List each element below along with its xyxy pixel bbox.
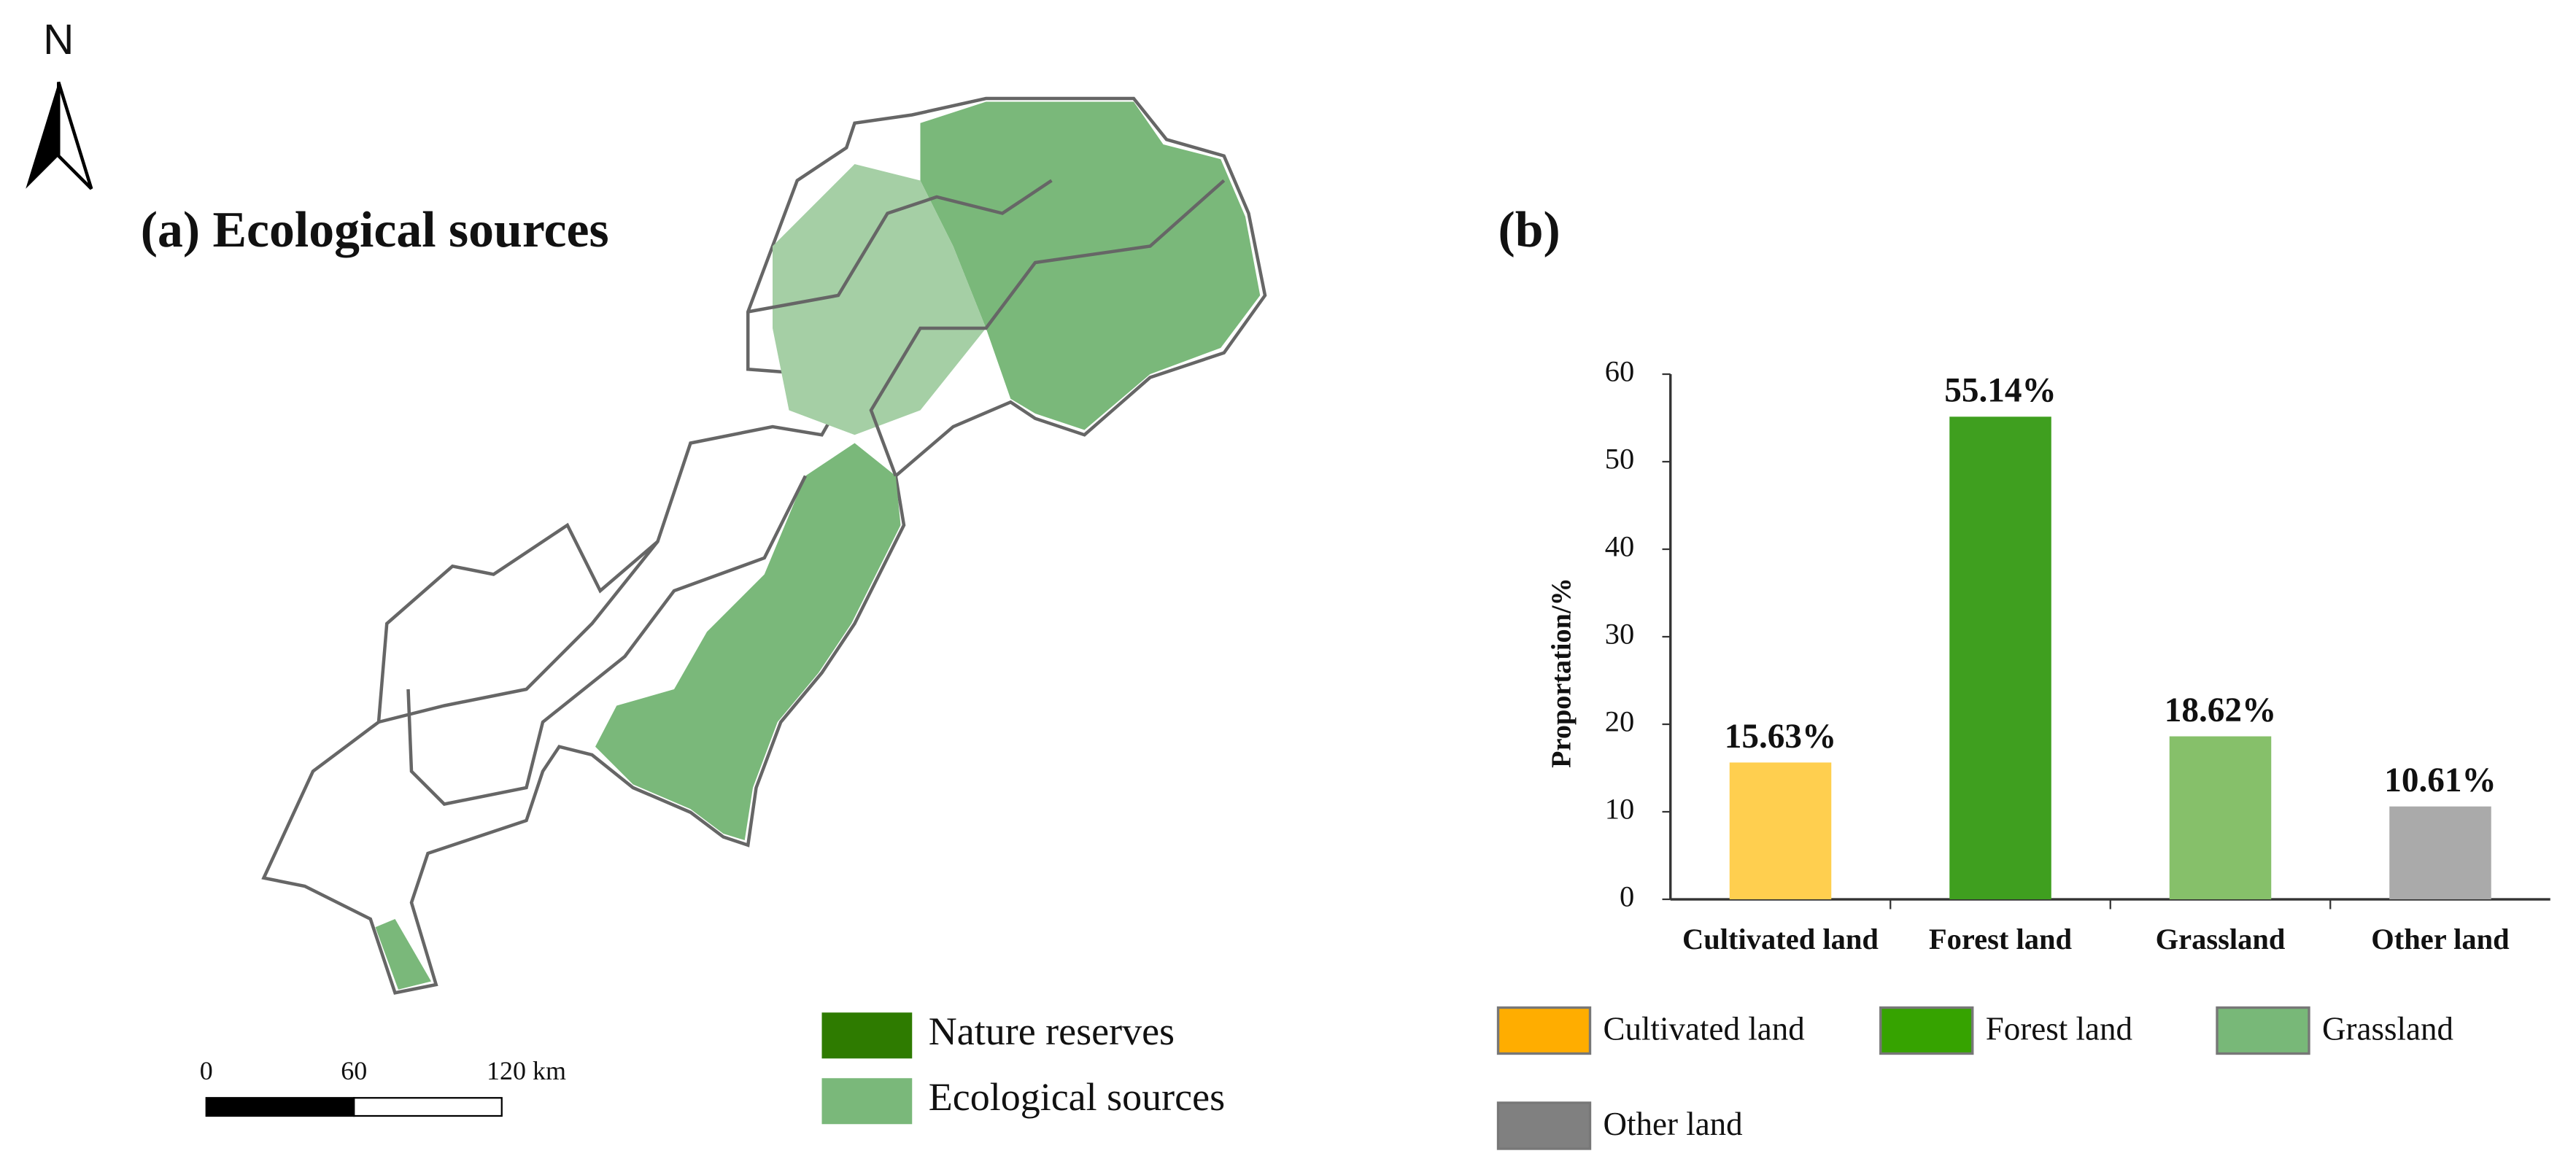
y-tick-label: 50 [1605, 442, 1635, 475]
y-tick-label: 20 [1605, 705, 1635, 737]
bar [2389, 806, 2491, 899]
y-tick-label: 60 [1605, 354, 1635, 387]
x-tick-label: Other land [2371, 923, 2510, 955]
legend-swatch [1879, 1006, 1974, 1055]
map-legend: Nature reserves Ecological sources [821, 1009, 1225, 1125]
legend-swatch [1496, 1101, 1592, 1150]
north-label: N [43, 16, 74, 63]
legend-label: Forest land [1986, 1011, 2132, 1047]
ecological-source-area [920, 101, 1261, 430]
district-boundary [747, 179, 1053, 314]
value-label: 15.63% [1725, 718, 1837, 756]
legend-label: Grassland [2322, 1011, 2453, 1047]
ecological-source-area [375, 919, 431, 990]
x-tick-label: Grassland [2156, 923, 2286, 955]
ecological-source-area [595, 443, 901, 840]
y-tick-label: 10 [1605, 792, 1635, 825]
bar [1949, 416, 2051, 899]
district-boundary [378, 540, 660, 724]
district-boundary [869, 179, 1226, 477]
chart-title: (b) [1498, 202, 1560, 258]
x-tick-label: Forest land [1929, 923, 2073, 955]
y-axis-label: Proportation/% [1546, 578, 1577, 768]
legend-label: Nature reserves [929, 1009, 1175, 1053]
legend-label: Ecological sources [929, 1075, 1225, 1119]
y-tick-label: 30 [1605, 617, 1635, 650]
bar [1729, 762, 1832, 899]
value-label: 18.62% [2165, 691, 2277, 729]
y-tick-label: 40 [1605, 530, 1635, 562]
legend-label: Other land [1604, 1106, 1743, 1142]
scale-bar [353, 1097, 503, 1117]
legend-swatch [1496, 1006, 1592, 1055]
scale-label: 60 [341, 1056, 367, 1085]
legend-swatch [2216, 1006, 2310, 1055]
value-label: 10.61% [2384, 761, 2496, 799]
bar [2169, 736, 2272, 899]
value-label: 55.14% [1944, 372, 2057, 410]
ecological-source-area [773, 164, 986, 435]
scale-bar [205, 1097, 355, 1117]
legend-label: Cultivated land [1604, 1011, 1805, 1047]
map-title: (a) Ecological sources [141, 202, 609, 258]
north-arrow [26, 82, 59, 189]
scale-label: 0 [200, 1056, 213, 1085]
legend-swatch [821, 1012, 913, 1059]
legend-swatch [821, 1078, 913, 1125]
north-arrow [56, 81, 93, 190]
chart: 0 10 20 30 40 50 60 Cultivated land 15.63% Forest… [1496, 354, 2510, 1150]
x-tick-label: Cultivated land [1682, 923, 1879, 955]
scale-label: 120 km [487, 1056, 566, 1085]
y-tick-label: 0 [1620, 880, 1634, 912]
district-boundary [406, 475, 808, 806]
